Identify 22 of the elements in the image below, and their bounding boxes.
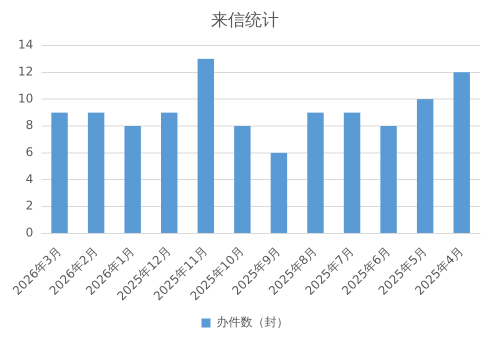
bar: [270, 152, 288, 233]
chart-title: 来信统计: [211, 10, 279, 31]
y-tick-label: 12: [18, 64, 34, 78]
legend-label: 办件数（封）: [216, 315, 288, 330]
y-tick-label: 14: [18, 38, 34, 52]
bar: [453, 72, 470, 233]
bar: [124, 126, 141, 233]
y-tick-label: 8: [26, 118, 34, 132]
bar: [416, 99, 434, 233]
bar: [380, 126, 397, 233]
bar: [344, 112, 360, 233]
bar: [234, 126, 251, 233]
y-tick-label: 2: [26, 198, 34, 213]
y-tick-label: 4: [26, 172, 34, 186]
y-tick-label: 10: [18, 91, 34, 106]
bar: [307, 112, 324, 233]
y-tick-label: 6: [26, 144, 34, 159]
bar: [88, 112, 104, 233]
bar: [198, 58, 214, 233]
y-tick-label: 0: [26, 226, 34, 240]
bar: [161, 112, 178, 233]
bar: [51, 112, 68, 233]
